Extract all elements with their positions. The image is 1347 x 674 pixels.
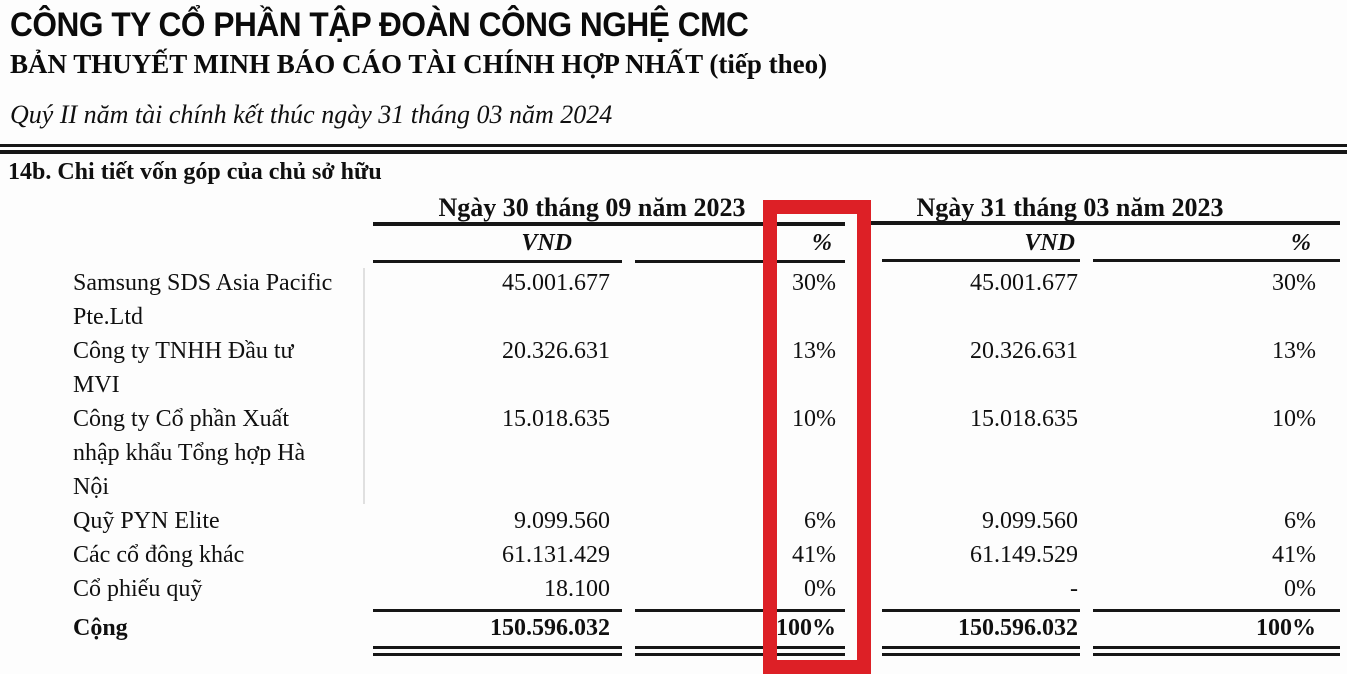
table-row: Công ty TNHH Đầu tư MVI 20.326.631 13% 2… bbox=[73, 334, 1316, 402]
table-row: Quỹ PYN Elite 9.099.560 6% 9.099.560 6% bbox=[73, 504, 1316, 538]
shareholder-name: Các cổ đông khác bbox=[73, 542, 245, 568]
percent-value-col2: 30% bbox=[1272, 270, 1316, 296]
total-percent-col2: 100% bbox=[1256, 615, 1316, 641]
column-header-pct-1: % bbox=[812, 230, 832, 256]
shareholder-name: Samsung SDS Asia Pacific Pte.Ltd bbox=[73, 270, 333, 330]
vnd-value-col2: 9.099.560 bbox=[982, 508, 1078, 534]
total-vnd-col1: 150.596.032 bbox=[490, 615, 610, 641]
vnd-value-col1: 20.326.631 bbox=[502, 338, 610, 364]
total-bottom-rule bbox=[373, 653, 622, 656]
total-top-rule bbox=[635, 609, 845, 612]
vnd-value-col1: 9.099.560 bbox=[514, 508, 610, 534]
header-rule bbox=[0, 144, 1347, 154]
column-header-pct-2: % bbox=[1291, 230, 1311, 256]
percent-value-col2: 41% bbox=[1272, 542, 1316, 568]
shareholder-name: Công ty Cổ phần Xuất nhập khẩu Tổng hợp … bbox=[73, 406, 306, 500]
total-label: Cộng bbox=[73, 615, 128, 641]
vnd-value-col1: 15.018.635 bbox=[502, 406, 610, 432]
total-percent-col1: 100% bbox=[776, 615, 836, 641]
fiscal-period: Quý II năm tài chính kết thúc ngày 31 th… bbox=[10, 100, 613, 129]
group2-underline bbox=[868, 221, 1340, 225]
vnd-value-col2: 45.001.677 bbox=[970, 270, 1078, 296]
table-row: Samsung SDS Asia Pacific Pte.Ltd 45.001.… bbox=[73, 266, 1316, 334]
total-top-rule bbox=[373, 609, 622, 612]
vnd-value-col2: 20.326.631 bbox=[970, 338, 1078, 364]
subheader-underline bbox=[635, 260, 845, 263]
column-group-header-2: Ngày 31 tháng 03 năm 2023 bbox=[916, 193, 1224, 222]
subheader-underline bbox=[373, 260, 622, 263]
total-bottom-rule bbox=[1093, 653, 1340, 656]
percent-value-col2: 0% bbox=[1284, 576, 1316, 602]
subheader-underline bbox=[882, 259, 1080, 262]
percent-value-col1: 6% bbox=[804, 508, 836, 534]
total-bottom-rule bbox=[1093, 646, 1340, 649]
shareholder-name: Công ty TNHH Đầu tư MVI bbox=[73, 338, 294, 398]
table-row: Các cổ đông khác 61.131.429 41% 61.149.5… bbox=[73, 538, 1316, 572]
vnd-value-col1: 45.001.677 bbox=[502, 270, 610, 296]
section-title: 14b. Chi tiết vốn góp của chủ sở hữu bbox=[8, 159, 382, 185]
vnd-value-col2: 61.149.529 bbox=[970, 542, 1078, 568]
table-row: Cổ phiếu quỹ 18.100 0% - 0% bbox=[73, 572, 1316, 606]
total-bottom-rule bbox=[635, 653, 845, 656]
highlight-rectangle bbox=[763, 200, 871, 674]
column-header-vnd-2: VND bbox=[1024, 230, 1075, 256]
subheader-underline bbox=[1093, 259, 1340, 262]
total-bottom-rule bbox=[635, 646, 845, 649]
total-vnd-col2: 150.596.032 bbox=[958, 615, 1078, 641]
percent-value-col2: 13% bbox=[1272, 338, 1316, 364]
vnd-value-col2: - bbox=[1070, 576, 1078, 602]
shareholder-name: Quỹ PYN Elite bbox=[73, 508, 220, 534]
percent-value-col1: 41% bbox=[792, 542, 836, 568]
group1-underline bbox=[373, 222, 845, 226]
total-top-rule bbox=[1093, 609, 1340, 612]
column-group-header-1: Ngày 30 tháng 09 năm 2023 bbox=[438, 193, 746, 222]
total-bottom-rule bbox=[373, 646, 622, 649]
shareholder-name: Cổ phiếu quỹ bbox=[73, 576, 203, 602]
column-header-vnd-1: VND bbox=[521, 230, 572, 256]
vnd-value-col1: 18.100 bbox=[544, 576, 610, 602]
total-bottom-rule bbox=[882, 646, 1080, 649]
vnd-value-col1: 61.131.429 bbox=[502, 542, 610, 568]
scan-artifact-line bbox=[363, 268, 365, 504]
total-top-rule bbox=[882, 609, 1080, 612]
percent-value-col2: 10% bbox=[1272, 406, 1316, 432]
table-row: Công ty Cổ phần Xuất nhập khẩu Tổng hợp … bbox=[73, 402, 1316, 504]
company-name: CÔNG TY CỔ PHẦN TẬP ĐOÀN CÔNG NGHỆ CMC bbox=[10, 6, 749, 44]
total-row: Cộng 150.596.032 100% 150.596.032 100% bbox=[73, 610, 1316, 646]
percent-value-col1: 30% bbox=[792, 270, 836, 296]
total-bottom-rule bbox=[882, 653, 1080, 656]
percent-value-col2: 6% bbox=[1284, 508, 1316, 534]
vnd-value-col2: 15.018.635 bbox=[970, 406, 1078, 432]
percent-value-col1: 13% bbox=[792, 338, 836, 364]
report-title: BẢN THUYẾT MINH BÁO CÁO TÀI CHÍNH HỢP NH… bbox=[10, 49, 828, 79]
percent-value-col1: 10% bbox=[792, 406, 836, 432]
percent-value-col1: 0% bbox=[804, 576, 836, 602]
table-body: Samsung SDS Asia Pacific Pte.Ltd 45.001.… bbox=[73, 266, 1316, 606]
